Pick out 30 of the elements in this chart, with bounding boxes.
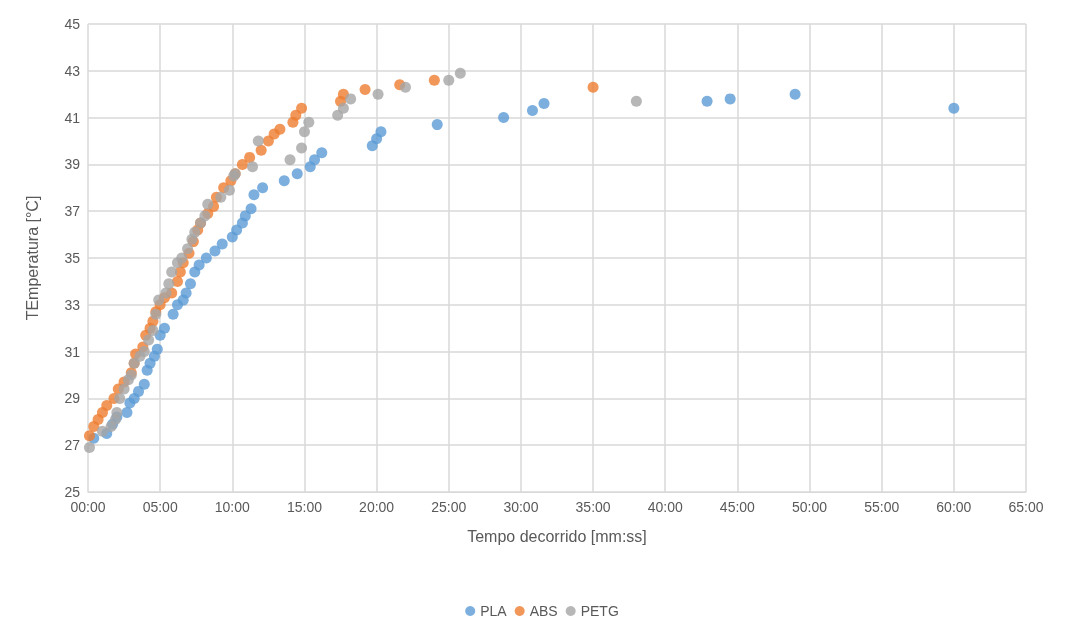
y-tick-label: 41: [64, 109, 81, 126]
x-tick-label: 50:00: [792, 499, 828, 515]
y-tick-label: 43: [64, 62, 81, 79]
x-tick-label: 00:00: [70, 499, 106, 515]
y-tick-label: 35: [64, 250, 81, 266]
y-tick-label: 31: [64, 343, 81, 360]
x-tick-label: 25:00: [431, 499, 467, 515]
y-tick-label: 27: [64, 437, 81, 454]
y-tick-label: 29: [64, 390, 81, 407]
x-tick-label: 65:00: [1008, 499, 1044, 515]
x-axis-title: Tempo decorrido [mm:ss]: [467, 527, 647, 545]
x-tick-label: 60:00: [936, 499, 972, 515]
y-axis-title: TEmperatura [°C]: [23, 195, 41, 321]
y-tick-label: 37: [64, 203, 81, 220]
y-tick-label: 33: [64, 296, 81, 313]
legend-label: PLA: [480, 603, 508, 619]
y-tick-label: 45: [64, 16, 81, 32]
x-tick-label: 20:00: [359, 499, 395, 515]
y-tick-label: 25: [64, 484, 81, 500]
x-tick-label: 45:00: [719, 499, 756, 515]
x-tick-label: 55:00: [864, 499, 900, 515]
x-tick-label: 35:00: [575, 499, 611, 515]
x-tick-label: 30:00: [503, 499, 539, 515]
x-tick-label: 40:00: [647, 499, 683, 515]
x-tick-label: 05:00: [142, 499, 178, 515]
x-tick-label: 10:00: [214, 499, 251, 515]
legend-label: ABS: [529, 603, 558, 619]
y-tick-label: 39: [64, 156, 81, 173]
x-tick-label: 15:00: [286, 499, 323, 515]
legend-label: PETG: [580, 603, 619, 619]
